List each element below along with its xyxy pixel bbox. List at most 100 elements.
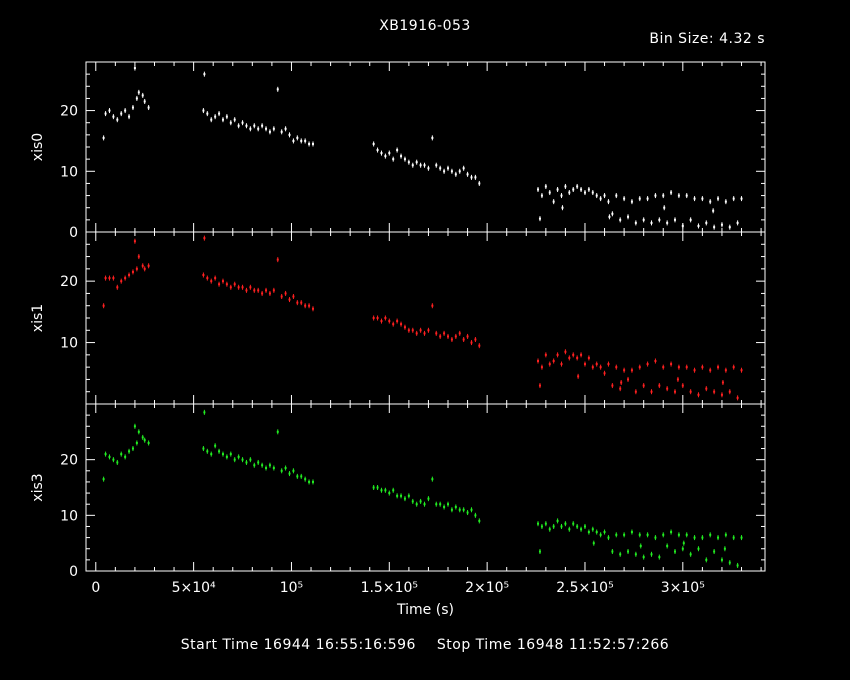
xis1-data-point [206, 277, 209, 280]
xis3-data-point [450, 508, 453, 511]
xis3-data-point [403, 497, 406, 500]
xis1-data-point [607, 363, 610, 366]
xis0-data-point [712, 209, 715, 212]
xis1-data-point [221, 280, 224, 283]
xis1-data-point [443, 332, 446, 335]
xis0-data-point [268, 130, 271, 133]
xis0-data-point [736, 221, 739, 224]
x-tick-label: 2×10⁵ [465, 580, 509, 596]
xis1-data-point [137, 255, 140, 258]
xis3-data-point [210, 453, 213, 456]
xis3-data-point [257, 461, 260, 464]
xis0-data-point [133, 67, 136, 70]
xis3-data-point [131, 447, 134, 450]
xis3-data-point [376, 486, 379, 489]
xis1-data-point [540, 366, 543, 369]
xis0-data-point [658, 218, 661, 221]
xis0-data-point [627, 215, 630, 218]
xis1-data-point [427, 329, 430, 332]
xis3-data-point [474, 514, 477, 517]
xis0-data-point [396, 149, 399, 152]
xis3-data-point [124, 455, 127, 458]
xis3-data-point [225, 455, 228, 458]
xis0-data-point [225, 115, 228, 118]
xis0-data-point [218, 112, 221, 115]
xis3-data-point [300, 475, 303, 478]
xis1-data-point [713, 390, 716, 393]
xis0-data-point [128, 115, 131, 118]
xis1-data-point [135, 267, 138, 270]
xis0-data-point [478, 182, 481, 185]
xis1-data-point [296, 301, 299, 304]
xis1-data-point [623, 369, 626, 372]
xis0-data-point [221, 118, 224, 121]
xis3-data-point [276, 430, 279, 433]
xis3-data-point [443, 505, 446, 508]
xis1-data-point [548, 363, 551, 366]
xis3-data-point [261, 464, 264, 467]
bin-size-label: Bin Size: 4.32 s [649, 31, 765, 47]
xis0-data-point [630, 200, 633, 203]
xis1-data-point [537, 360, 540, 362]
xis3-frame [85, 403, 766, 572]
xis3-data-point [411, 500, 414, 503]
xis1-data-point [388, 320, 391, 323]
xis3-data-point [435, 503, 438, 506]
xis0-data-point [561, 206, 564, 209]
xis0-data-point [560, 194, 563, 197]
xis0-data-point [720, 223, 723, 226]
xis3-data-point [202, 447, 205, 450]
xis3-data-point [709, 533, 712, 536]
xis3-data-point [607, 536, 610, 539]
xis0-data-point [120, 112, 123, 115]
xis0-data-point [650, 221, 653, 224]
xis0-data-point [619, 218, 622, 221]
xis3-data-point [544, 522, 547, 525]
xis0-data-point [102, 136, 105, 139]
xis3-data-point [587, 531, 590, 534]
xis1-data-point [654, 360, 657, 362]
xis0-data-point [458, 170, 461, 173]
xis1-data-point [627, 378, 630, 381]
xis0-data-point [415, 161, 418, 164]
xis3-data-point [116, 461, 119, 464]
xis1-data-point [568, 356, 571, 359]
xis1-data-point [396, 320, 399, 323]
x-tick-label: 3×10⁵ [661, 580, 705, 596]
xis3-data-point [646, 533, 649, 536]
xis1-data-point [261, 292, 264, 295]
xis3-data-point [591, 528, 594, 531]
xis0-data-point [443, 170, 446, 173]
xis0-data-point [143, 100, 146, 103]
xis3-data-point [400, 494, 403, 497]
xis0-data-point [685, 194, 688, 197]
xis0-data-point [108, 109, 111, 112]
xis1-data-point [203, 237, 206, 240]
xis1-data-point [697, 393, 700, 396]
xis1-data-point [728, 390, 731, 393]
xis3-data-point [670, 531, 673, 534]
xis3-data-point [221, 453, 224, 456]
xis1-data-point [450, 338, 453, 341]
xis1-data-point [721, 381, 724, 384]
xis3-data-point [540, 525, 543, 528]
xis0-data-point [599, 197, 602, 200]
xis1-data-point [311, 307, 314, 310]
xis1-data-point [284, 292, 287, 295]
xis1-data-point [419, 329, 422, 332]
stop-time-label: Stop Time 16948 11:52:57:266 [436, 637, 670, 653]
xis0-data-point [439, 167, 442, 170]
xis1-data-point [214, 277, 217, 280]
xis3-data-point [133, 425, 136, 428]
xis1-data-point [225, 283, 228, 286]
xis1-data-point [257, 289, 260, 292]
xis3-data-point [454, 505, 457, 508]
xis0-data-point [454, 173, 457, 176]
xis0-data-point [135, 97, 138, 100]
xis1-data-point [599, 366, 602, 369]
xis0-data-point [308, 142, 311, 145]
xis3-data-point [717, 536, 720, 539]
xis3-data-point [658, 556, 661, 559]
xis0-data-point [615, 194, 618, 197]
xis3-data-point [147, 441, 150, 444]
